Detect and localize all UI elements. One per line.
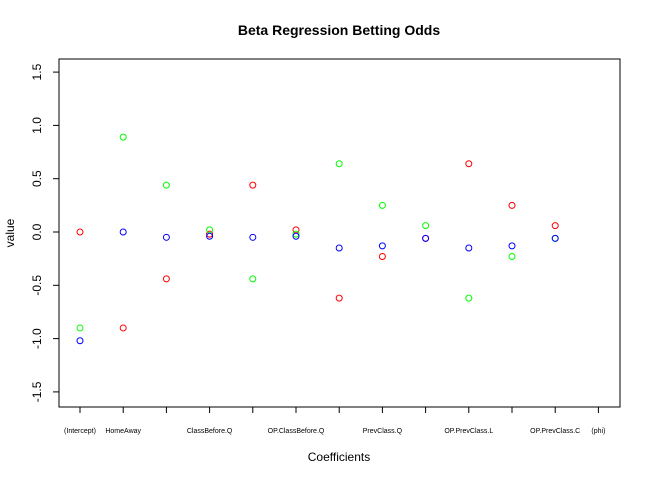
- point-series-1: [76, 228, 84, 236]
- y-tick-label: 1.0: [30, 117, 44, 134]
- point-series-2: [508, 253, 516, 261]
- x-tick-label: ClassBefore.Q: [187, 428, 233, 435]
- x-tick-label: (phi): [591, 428, 605, 435]
- point-series-2: [206, 226, 214, 234]
- y-axis-label: value: [3, 218, 17, 247]
- point-series-1: [335, 294, 343, 302]
- y-tick-label: 1.5: [30, 63, 44, 80]
- point-series-1: [119, 324, 127, 332]
- point-series-2: [378, 201, 386, 209]
- x-tick-label: OP.PrevClass.L: [444, 428, 493, 435]
- x-tick-label: HomeAway: [105, 428, 141, 435]
- y-tick-label: -1.5: [30, 381, 44, 402]
- point-series-2: [422, 222, 430, 230]
- point-series-3: [76, 337, 84, 345]
- plot-frame: [58, 58, 621, 408]
- point-series-3: [292, 232, 300, 240]
- x-tick-label: PrevClass.Q: [363, 428, 403, 435]
- point-series-1: [162, 275, 170, 283]
- x-axis-label: Coefficients: [308, 450, 370, 464]
- point-series-1: [508, 201, 516, 209]
- point-series-3: [551, 234, 559, 242]
- point-series-1: [465, 160, 473, 168]
- point-series-3: [206, 232, 214, 240]
- point-series-3: [465, 244, 473, 252]
- point-series-2: [76, 324, 84, 332]
- point-series-2: [465, 294, 473, 302]
- point-series-2: [249, 275, 257, 283]
- y-tick-label: -1.0: [30, 328, 44, 349]
- point-series-3: [249, 233, 257, 241]
- data-points: [76, 133, 559, 345]
- point-series-3: [422, 234, 430, 242]
- x-tick-label: OP.PrevClass.C: [530, 428, 580, 435]
- y-tick-label: 0.5: [30, 170, 44, 187]
- point-series-2: [119, 133, 127, 141]
- chart-title: Beta Regression Betting Odds: [238, 22, 440, 38]
- y-tick-label: -0.5: [30, 275, 44, 296]
- x-axis: (Intercept) HomeAway ClassBefore.Q OP.Class…: [64, 406, 605, 435]
- point-series-1: [206, 230, 214, 238]
- y-tick-label: 0.0: [30, 223, 44, 240]
- point-series-2: [335, 160, 343, 168]
- point-series-1: [378, 253, 386, 261]
- y-axis: -1.5 -1.0 -0.5 0.0 0.5 1.0 1.5: [30, 63, 60, 402]
- point-series-3: [119, 228, 127, 236]
- point-series-3: [335, 244, 343, 252]
- point-series-2: [292, 230, 300, 238]
- x-tick-label: OP.ClassBefore.Q: [268, 428, 325, 435]
- point-series-3: [378, 242, 386, 250]
- point-series-2: [162, 181, 170, 189]
- point-series-1: [551, 222, 559, 230]
- x-tick-label: (Intercept): [64, 428, 96, 435]
- point-series-3: [508, 242, 516, 250]
- point-series-3: [162, 233, 170, 241]
- point-series-1: [249, 181, 257, 189]
